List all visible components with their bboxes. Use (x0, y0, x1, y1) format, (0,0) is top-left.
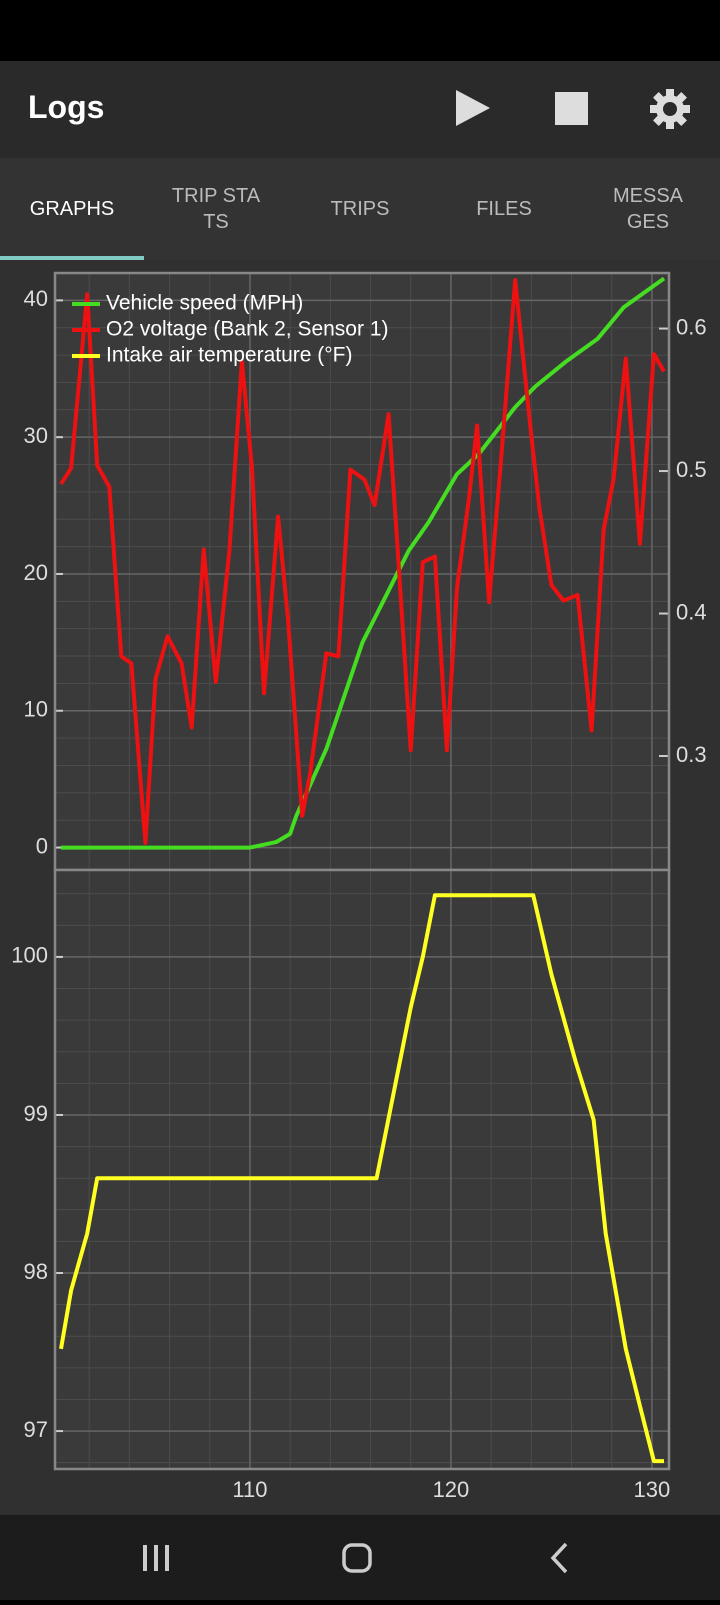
y-tick-label: 10 (24, 697, 48, 722)
tab[interactable]: TRIP STATS (144, 158, 288, 260)
status-bar (0, 0, 720, 61)
tab-label: MESSAGES (612, 185, 684, 233)
x-tick-label: 110 (232, 1477, 267, 1502)
app-title: Logs (28, 89, 105, 125)
stop-button[interactable] (555, 92, 588, 125)
y-tick-label: 30 (24, 423, 48, 448)
home-button[interactable] (342, 1543, 372, 1573)
y-tick-label: 40 (24, 286, 48, 311)
y-tick-label: 97 (24, 1417, 48, 1442)
y2-tick-label: 0.5 (676, 457, 707, 482)
tab-label: TRIPS (330, 198, 390, 220)
legend-label: Intake air temperature (°F) (106, 344, 352, 367)
settings-button[interactable] (650, 89, 690, 129)
series-line (61, 276, 666, 850)
y2-tick-label: 0.6 (676, 314, 707, 339)
y-tick-label: 20 (24, 560, 48, 585)
tab-label: GRAPHS (29, 198, 115, 220)
tab-bar: GRAPHS TRIP STATS TRIPS FILES MESSAGES (0, 158, 720, 260)
nav-icons (143, 1542, 568, 1574)
plot-area (55, 870, 669, 1469)
y2-tick-label: 0.3 (676, 742, 707, 767)
x-tick-label: 120 (433, 1477, 470, 1502)
tab[interactable]: FILES (432, 158, 576, 260)
series-line (59, 278, 666, 845)
tab-label: FILES (476, 198, 532, 220)
tab-indicator (0, 256, 144, 260)
plot-border (53, 868, 671, 1471)
recent-apps-button[interactable] (143, 1545, 169, 1571)
tab[interactable]: GRAPHS (0, 158, 144, 260)
y-tick-label: 100 (11, 943, 48, 968)
y-tick-label: 0 (36, 833, 48, 858)
y-tick-label: 99 (24, 1101, 48, 1126)
plot-area (55, 273, 669, 870)
legend-label: O2 voltage (Bank 2, Sensor 1) (106, 318, 389, 341)
back-button[interactable] (550, 1542, 568, 1574)
y-tick-label: 98 (24, 1259, 48, 1284)
tab[interactable]: MESSAGES (576, 158, 720, 260)
y2-tick-label: 0.4 (676, 599, 707, 624)
chart: 0 10 20 30 40 0.3 0.4 0.5 0.6 110 120 130 97 98 99 100 V… (0, 260, 720, 1515)
app-bar: Logs (0, 61, 720, 158)
x-tick-label: 130 (634, 1477, 671, 1502)
toolbar-icons (456, 89, 690, 129)
legend-label: Vehicle speed (MPH) (106, 292, 303, 315)
tab-label: TRIP STATS (171, 185, 261, 233)
nav-bar (0, 1515, 720, 1600)
series-line (59, 893, 664, 1464)
tab[interactable]: TRIPS (288, 158, 432, 260)
play-button[interactable] (456, 90, 490, 126)
